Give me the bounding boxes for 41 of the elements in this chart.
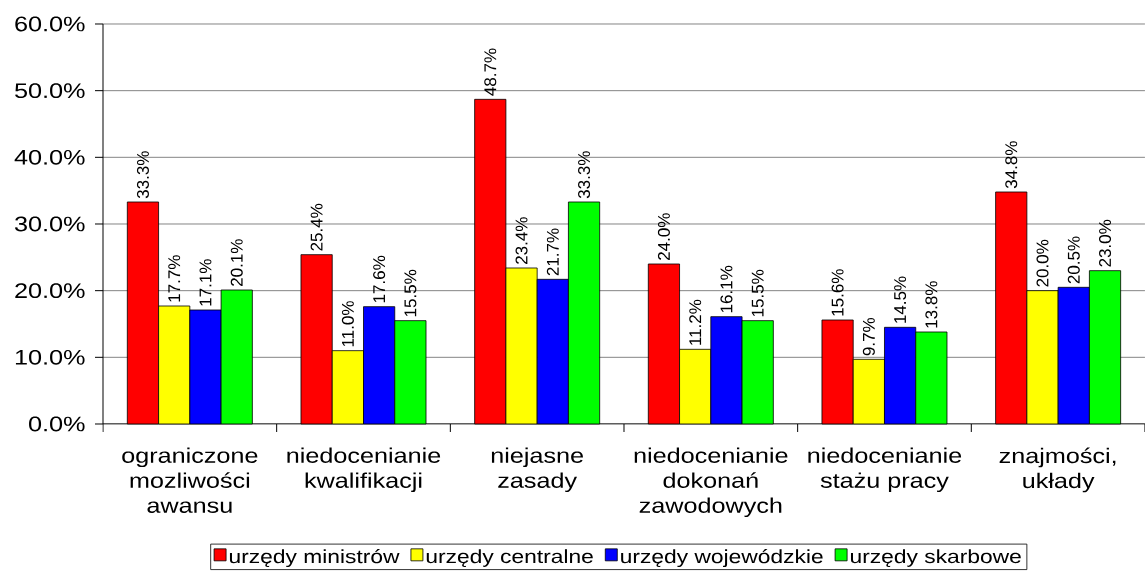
data-label: 24.0% [657, 213, 670, 260]
y-tick-label: 10.0% [15, 349, 85, 365]
data-label: 20.0% [1036, 239, 1049, 287]
y-tick-label: 20.0% [15, 283, 85, 299]
y-tick-label: 60.0% [15, 16, 85, 32]
data-label: 25.4% [310, 203, 323, 251]
data-label: 48.7% [484, 48, 497, 96]
data-label: 17.1% [199, 259, 212, 306]
data-label: 17.6% [373, 255, 386, 303]
data-label: 11.0% [341, 301, 354, 347]
data-label: 20.5% [1067, 236, 1080, 284]
x-tick-label: niedocenianie dokonań zawodowych [634, 447, 788, 518]
data-label: 17.7% [168, 255, 181, 302]
data-label: 14.5% [894, 276, 907, 323]
x-tick-label: ograniczone mozliwości awansu [122, 447, 258, 513]
data-label: 15.6% [831, 269, 844, 316]
legend-label: urzędy wojewódzkie [621, 549, 823, 568]
data-label: 9.7% [862, 317, 875, 356]
data-label: 15.5% [404, 269, 417, 317]
x-tick-label: znajmości, układy [999, 447, 1116, 493]
data-label: 11.2% [689, 299, 702, 345]
y-tick-label: 50.0% [15, 83, 85, 99]
x-tick-label: niedocenianie kwalifikacji [287, 447, 441, 493]
data-label: 34.8% [1005, 141, 1018, 189]
legend-label: urzędy centralne [426, 549, 593, 567]
data-label: 16.1% [720, 265, 733, 313]
y-tick-label: 0.0% [29, 416, 85, 432]
x-tick-label: niedocenianie stażu pracy [808, 447, 962, 493]
data-label: 23.0% [1099, 219, 1112, 267]
data-label: 33.3% [578, 151, 591, 199]
x-tick-label: niejasne zasady [491, 447, 583, 493]
data-label: 13.8% [925, 281, 938, 328]
data-label: 21.7% [546, 228, 559, 276]
data-label: 23.4% [515, 217, 528, 264]
y-tick-label: 40.0% [14, 149, 85, 165]
data-label: 33.3% [136, 151, 149, 199]
data-label: 20.1% [230, 239, 243, 286]
data-label: 15.5% [751, 269, 764, 317]
y-tick-label: 30.0% [14, 216, 85, 232]
legend-label: urzędy ministrów [229, 549, 400, 568]
legend-label: urzędy skarbowe [850, 549, 1021, 567]
